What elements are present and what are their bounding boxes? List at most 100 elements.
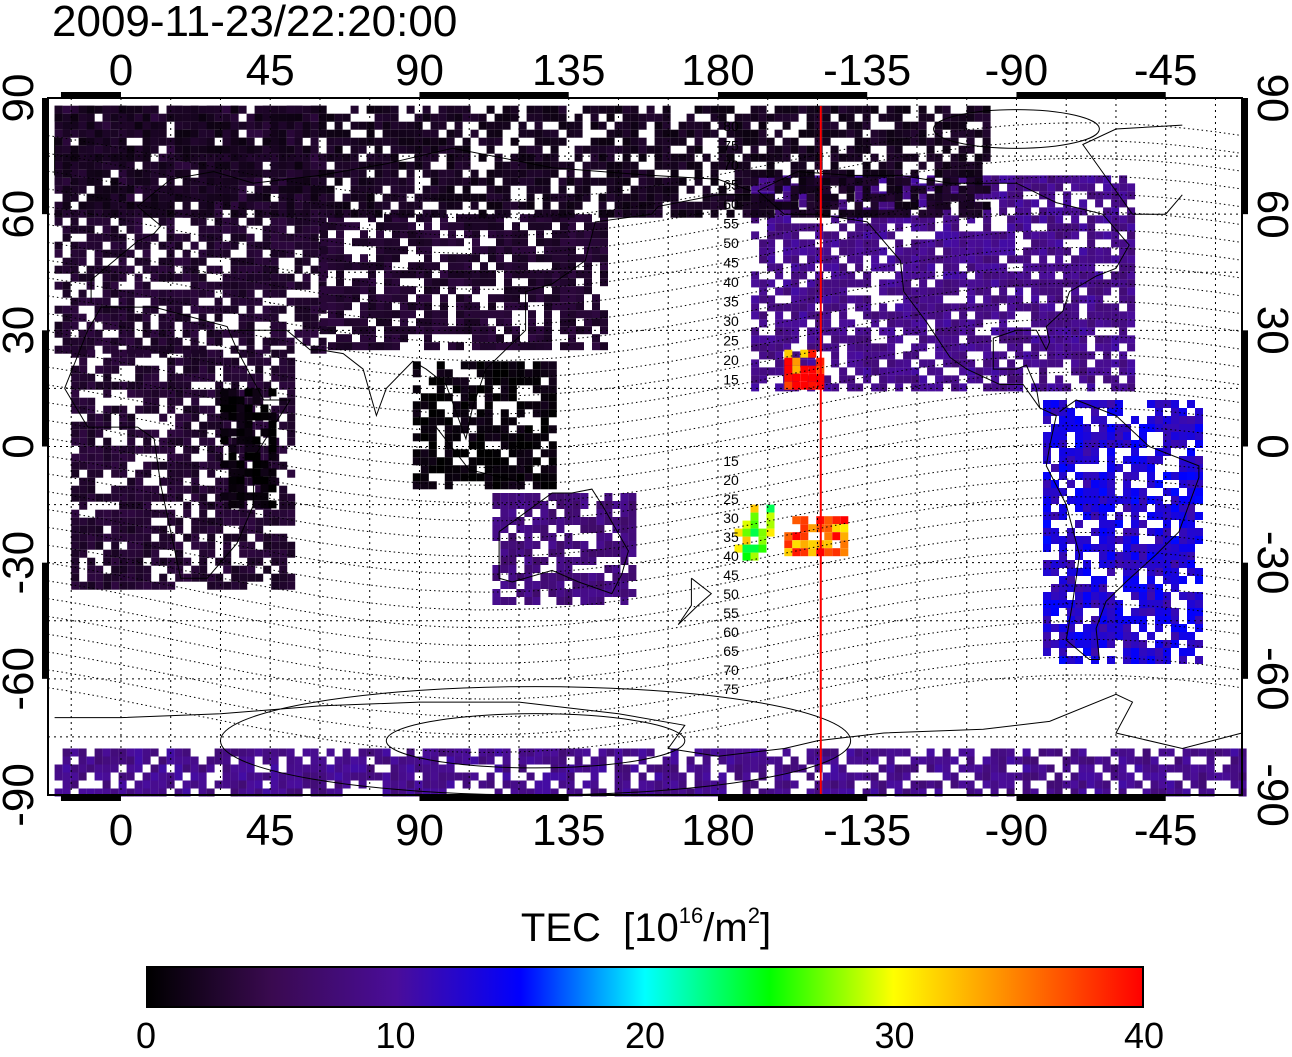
contour-label: 80 (723, 118, 739, 134)
tec-region (492, 493, 637, 605)
lon-tick-top: 135 (532, 46, 605, 95)
contour-line (47, 264, 1243, 344)
contour-line (47, 246, 1243, 326)
lon-tick-top: -90 (985, 46, 1049, 95)
contour-line (47, 514, 1243, 593)
tec-region (320, 214, 608, 351)
contour-line (47, 211, 1243, 290)
contour-label: 15 (723, 372, 739, 388)
lat-tick-left: 60 (0, 190, 43, 239)
contour-label: 45 (723, 255, 739, 271)
contour-label: 20 (723, 352, 739, 368)
tec-region (784, 349, 825, 390)
contour-label: 70 (723, 157, 739, 173)
contour-label: 40 (723, 274, 739, 290)
frame-bar (717, 795, 868, 801)
contour-label: 65 (723, 643, 739, 659)
colorbar-unit-prefix: [10 (623, 906, 679, 950)
contour-line (47, 282, 1243, 362)
contour-line (47, 531, 1243, 611)
contour-label: 70 (723, 662, 739, 678)
colorbar-tick-label: 20 (624, 1015, 666, 1056)
contour-line (47, 229, 1243, 308)
contour-ellipse (933, 109, 1100, 149)
tec-region (734, 504, 775, 561)
tec-region (220, 388, 277, 509)
grid-lines (48, 98, 1242, 795)
lat-tick-right: -90 (1248, 763, 1292, 827)
lat-tick-left: -60 (0, 647, 43, 711)
contour-line (47, 638, 1243, 718)
frame-bar (42, 98, 48, 215)
tec-data-layer (54, 105, 1247, 797)
frame-bar (60, 795, 121, 801)
tec-map: 80 75 70 65 60 55 50 45 40 35 30 25 20 15 15 20 25 30 35 40… (0, 46, 1292, 855)
lon-tick-top: 90 (395, 46, 444, 95)
contour-labels: 80 75 70 65 60 55 50 45 40 35 30 25 20 15 15 20 25 30 35 40… (723, 118, 739, 697)
contour-label: 60 (723, 624, 739, 640)
frame-bar (1242, 562, 1248, 679)
coastline (90, 147, 752, 304)
frame-bar (717, 92, 868, 98)
contour-line (47, 603, 1243, 682)
colorbar-tick-label: 30 (874, 1015, 915, 1056)
contour-label: 30 (723, 313, 739, 329)
frame-bar (419, 795, 569, 801)
contour-line (47, 371, 1243, 451)
frame-bar (42, 330, 48, 447)
colorbar-title: TEC [1016/m2] (0, 903, 1292, 951)
contour-line (47, 193, 1243, 273)
contour-label: 30 (723, 510, 739, 526)
coastline (435, 426, 520, 482)
contour-label: 50 (723, 586, 739, 602)
coastline (237, 194, 752, 441)
frame-bar (1016, 795, 1166, 801)
colorbar-unit-suffix: ] (759, 906, 772, 950)
lon-tick-top: 180 (681, 46, 754, 95)
contour-label: 45 (723, 567, 739, 583)
contour-line (47, 585, 1243, 664)
contour-label: 60 (723, 196, 739, 212)
contour-line (47, 674, 1243, 753)
contour-line (47, 460, 1243, 540)
colorbar-title-main: TEC (520, 906, 601, 950)
lat-tick-right: 0 (1248, 434, 1292, 458)
contour-line (47, 425, 1243, 504)
lat-tick-left: 90 (0, 74, 43, 123)
contour-line (47, 335, 1243, 415)
contour-label: 55 (723, 605, 739, 621)
lon-tick-bottom: -90 (985, 806, 1049, 855)
lon-tick-bottom: 0 (109, 806, 133, 855)
lat-tick-right: -60 (1248, 647, 1292, 711)
contour-label: 20 (723, 472, 739, 488)
contour-line (47, 157, 1243, 237)
contour-line (47, 175, 1243, 255)
colorbar-unit-exp2: 2 (747, 903, 760, 928)
lat-tick-left: 30 (0, 306, 43, 355)
frame-bar (1242, 330, 1248, 447)
magnetic-contours (47, 109, 1243, 796)
lon-tick-top: -45 (1134, 46, 1198, 95)
contour-ellipse (385, 713, 686, 769)
lon-tick-bottom: 90 (395, 806, 444, 855)
contour-line (47, 353, 1243, 433)
lat-tick-left: -30 (0, 531, 43, 595)
colorbar-unit-mid: /m (703, 906, 748, 950)
coastline (64, 306, 292, 579)
tec-region (1043, 400, 1203, 664)
contour-label: 35 (723, 529, 739, 545)
contour-label: 55 (723, 216, 739, 232)
lon-tick-top: 45 (246, 46, 295, 95)
tec-region (54, 105, 991, 218)
lat-tick-right: -30 (1248, 531, 1292, 595)
frame-bar (60, 92, 121, 98)
contour-label: 40 (723, 548, 739, 564)
coastline (757, 171, 1130, 408)
contour-label: 75 (723, 138, 739, 154)
coastline (757, 190, 1200, 660)
lat-tick-right: 30 (1248, 306, 1292, 355)
frame-bar (1242, 98, 1248, 215)
tec-region (784, 516, 849, 557)
contour-line (47, 620, 1243, 700)
lon-tick-top: -135 (823, 46, 911, 95)
